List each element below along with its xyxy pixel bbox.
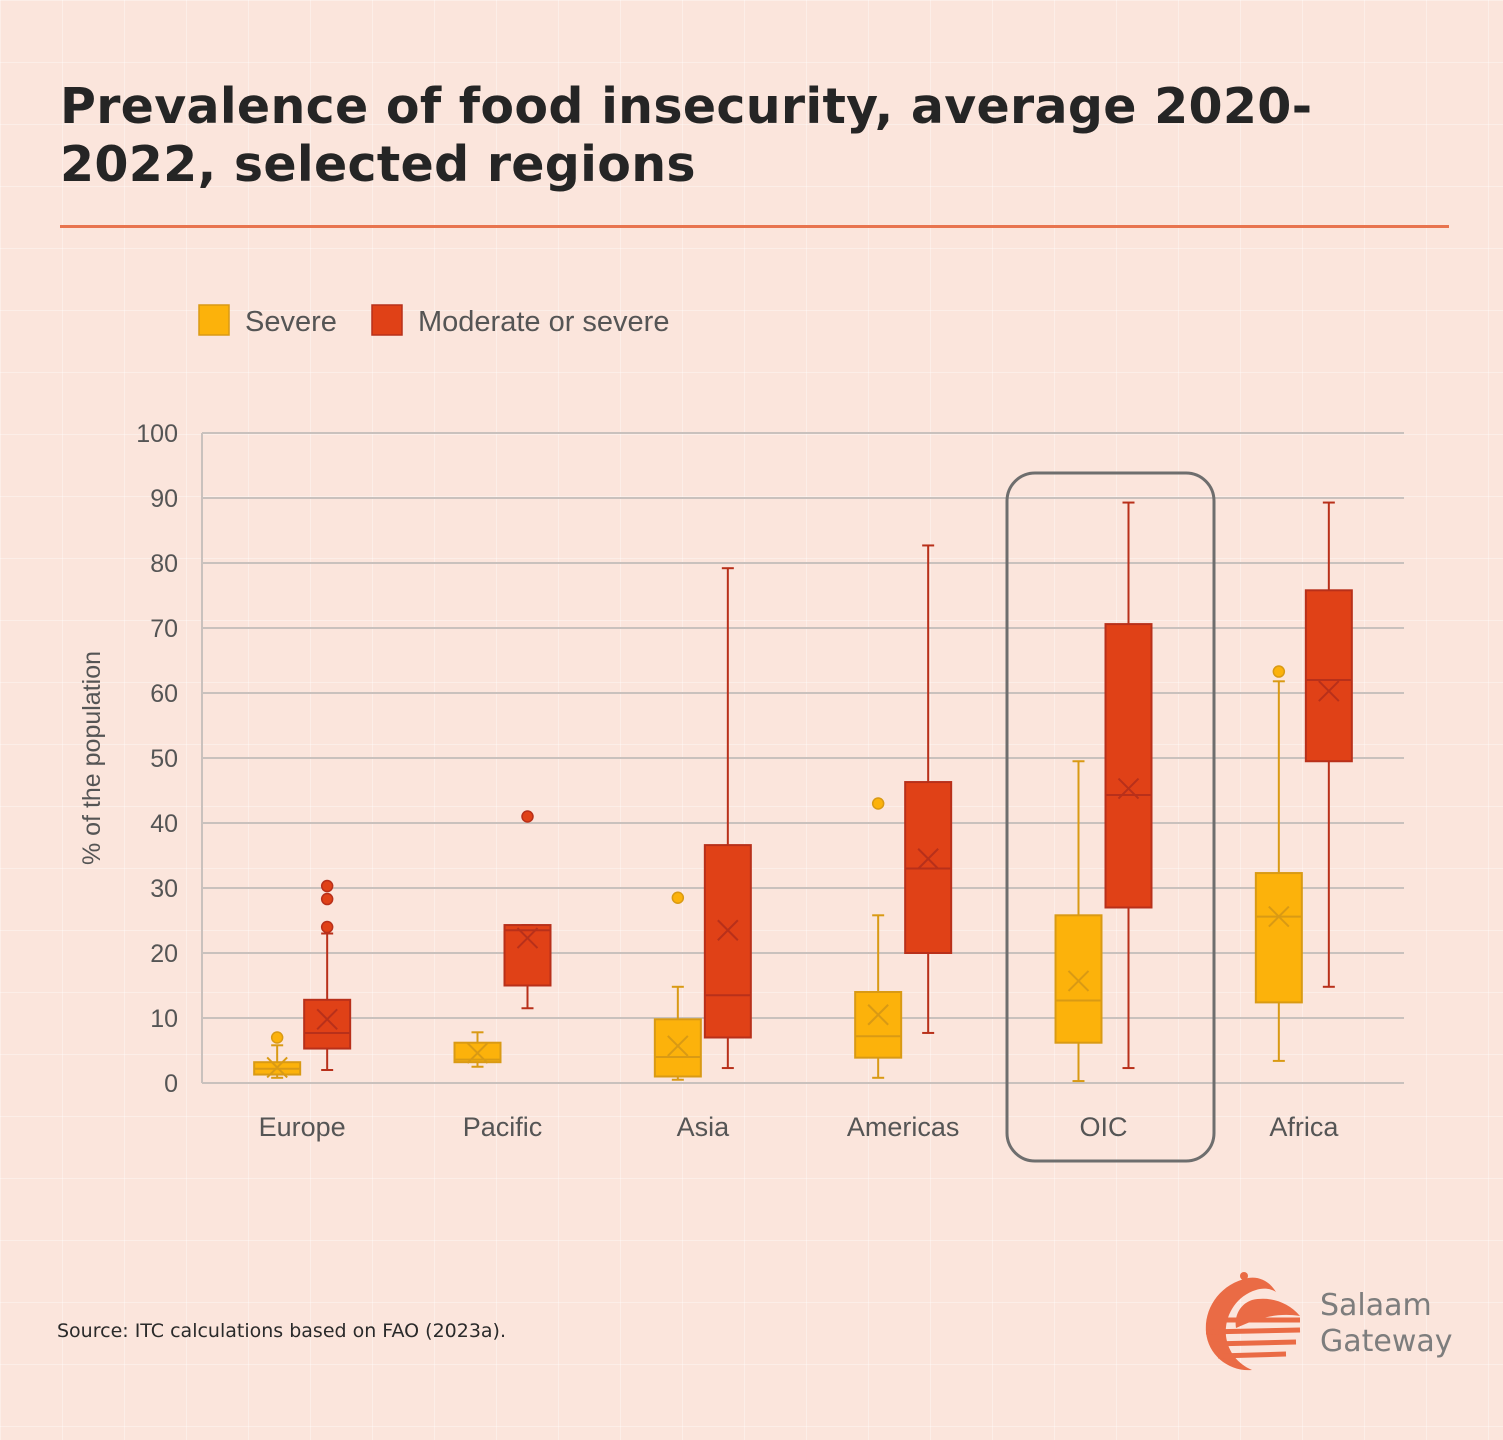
box-iqr: [703, 844, 752, 1039]
outlier-point: [1272, 665, 1286, 678]
x-axis-ticks: Europe Pacific Asia Americas OIC Africa: [259, 1112, 1340, 1142]
box-americas-severe: [854, 797, 903, 1079]
mean-marker: [917, 848, 939, 870]
legend-label: Severe: [245, 306, 337, 338]
box-pacific-severe: [453, 1031, 502, 1068]
box-asia-moderate-or-severe: [703, 567, 752, 1070]
box-americas-moderate-or-severe: [904, 544, 953, 1034]
legend-swatch-severe: [198, 304, 230, 336]
y-tick-label: 40: [150, 810, 178, 838]
mean-marker: [1117, 777, 1140, 800]
box-iqr: [1054, 914, 1103, 1044]
grid-lines: [201, 432, 1404, 1084]
outlier-point: [320, 879, 334, 893]
y-tick-label: 20: [150, 940, 178, 968]
box-europe-moderate-or-severe: [303, 879, 352, 1071]
box-pacific-moderate-or-severe: [503, 810, 552, 1010]
box-iqr: [1304, 589, 1353, 763]
y-tick-label: 70: [150, 615, 178, 643]
mean-marker: [266, 1056, 288, 1079]
x-tick-label: Europe: [259, 1112, 346, 1142]
y-axis-ticks: 0 10 20 30 40 50 60 70 80 90 100: [136, 420, 178, 1098]
mean-marker: [717, 919, 739, 941]
box-plot-chart: Severe Moderate or severe 0 10 20 30 40 50 60 70…: [78, 304, 1404, 1163]
y-tick-label: 80: [150, 550, 178, 578]
x-tick-label: Americas: [847, 1112, 960, 1142]
outlier-point: [320, 920, 334, 934]
box-africa-severe: [1254, 665, 1303, 1062]
y-axis-label: % of the population: [78, 651, 106, 865]
x-tick-label: OIC: [1079, 1112, 1127, 1142]
mean-marker: [516, 927, 539, 949]
outlier-point: [521, 810, 534, 823]
box-oic-moderate-or-severe: [1104, 501, 1153, 1070]
title-divider: [60, 225, 1449, 228]
box-africa-moderate-or-severe: [1304, 501, 1353, 988]
y-tick-label: 30: [150, 875, 178, 903]
logo-line-2: Gateway: [1320, 1324, 1453, 1359]
mean-marker: [1318, 680, 1340, 702]
y-tick-label: 60: [150, 680, 178, 708]
box-iqr: [854, 991, 903, 1059]
mean-marker: [867, 1004, 889, 1026]
mean-marker: [667, 1035, 689, 1057]
y-tick-label: 10: [150, 1005, 178, 1033]
box-iqr: [1254, 872, 1303, 1004]
y-tick-label: 90: [150, 485, 178, 513]
x-tick-label: Pacific: [463, 1112, 543, 1142]
mean-marker: [1268, 905, 1290, 928]
box-series: [253, 501, 1353, 1083]
outlier-point: [320, 892, 334, 906]
chart-title: Prevalence of food insecurity, average 2…: [60, 78, 1313, 193]
salaam-gateway-logo-icon: [1205, 1272, 1301, 1371]
box-iqr: [503, 924, 552, 987]
y-tick-label: 0: [164, 1070, 178, 1098]
mean-marker: [316, 1008, 338, 1031]
box-iqr: [653, 1018, 702, 1078]
oic-highlight-frame: [1005, 471, 1216, 1163]
legend-swatch-moderate-or-severe: [371, 304, 403, 336]
outlier-point: [671, 891, 685, 904]
legend-label: Moderate or severe: [418, 306, 669, 338]
logo-wordmark: Salaam Gateway: [1320, 1288, 1453, 1360]
y-tick-label: 50: [150, 745, 178, 773]
logo-line-1: Salaam: [1320, 1288, 1432, 1323]
x-tick-label: Asia: [677, 1112, 731, 1142]
x-tick-label: Africa: [1269, 1112, 1339, 1142]
legend: Severe Moderate or severe: [198, 304, 669, 338]
box-iqr: [1104, 623, 1153, 909]
y-tick-label: 100: [136, 420, 178, 448]
outlier-point: [871, 797, 885, 810]
box-europe-severe: [253, 1031, 302, 1079]
source-note: Source: ITC calculations based on FAO (2…: [57, 1320, 507, 1342]
box-iqr: [303, 998, 352, 1050]
mean-marker: [1067, 970, 1090, 992]
box-oic-severe: [1054, 760, 1103, 1083]
outlier-point: [270, 1031, 284, 1044]
box-asia-severe: [653, 891, 702, 1081]
mean-marker: [466, 1042, 489, 1064]
